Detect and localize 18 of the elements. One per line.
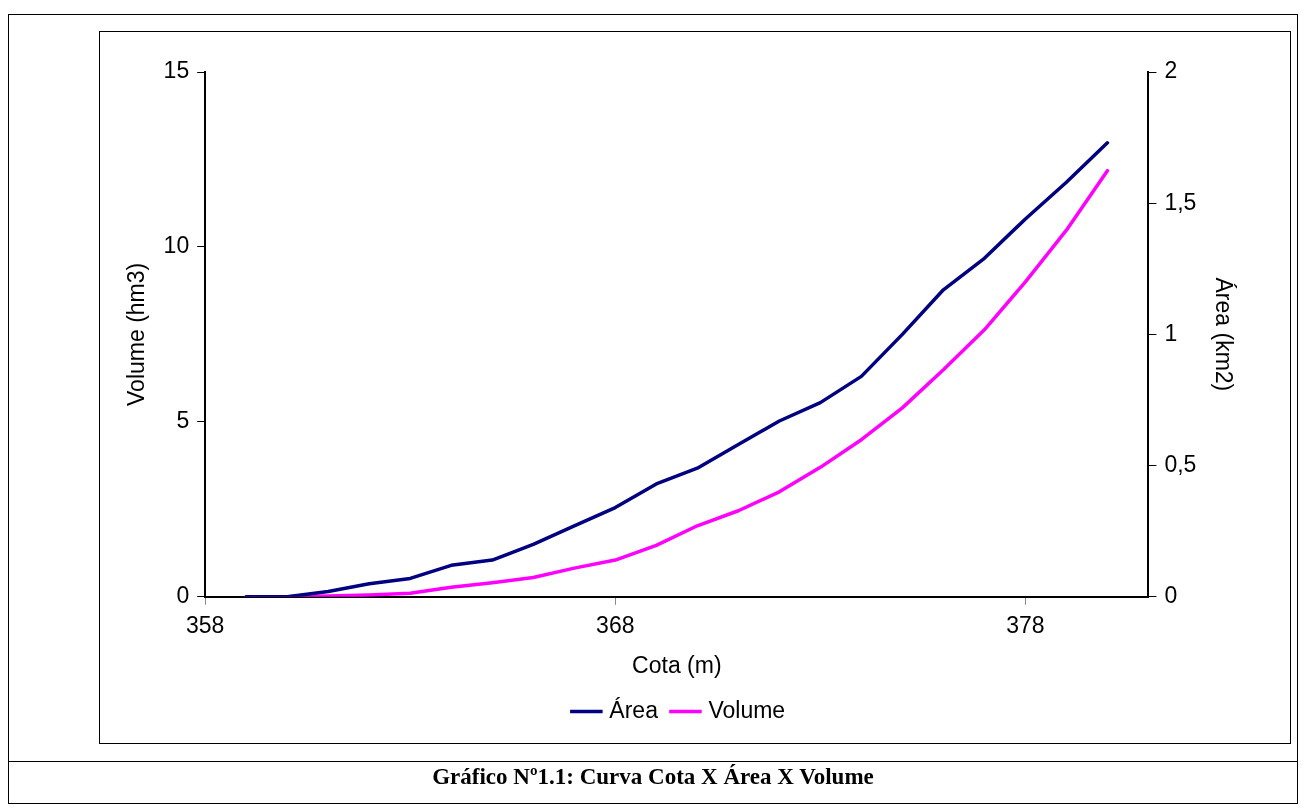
y2-tick-label: 0: [1164, 582, 1178, 609]
y-tick-label: 5: [176, 407, 190, 434]
x-tick-label: 358: [186, 611, 225, 638]
y2-tick-label: 2: [1164, 57, 1178, 84]
x-axis-title: Cota (m): [632, 651, 722, 678]
y-axis-title: Volume (hm3): [123, 262, 150, 406]
x-tick-label: 378: [1006, 611, 1045, 638]
x-tick-label: 368: [596, 611, 635, 638]
y-tick-label: 15: [163, 57, 190, 84]
y-tick-label: 0: [176, 582, 190, 609]
legend-label: Área: [609, 696, 659, 723]
y2-tick-label: 1,5: [1164, 188, 1197, 215]
y2-tick-label: 1: [1164, 319, 1178, 346]
y-tick-label: 10: [163, 232, 190, 259]
y2-tick-label: 0,5: [1164, 450, 1197, 477]
y2-axis-title: Área (km2): [1210, 277, 1237, 392]
legend-label: Volume: [708, 696, 786, 723]
text: Gráfico Nº1.1: Curva Cota X Área X Volume: [431, 764, 875, 790]
